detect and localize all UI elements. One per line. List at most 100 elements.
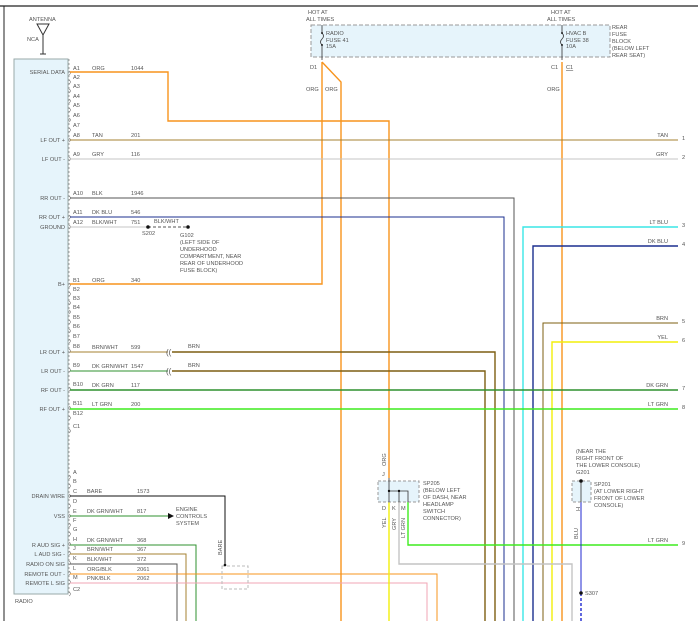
connector-pin-label: M: [73, 575, 78, 581]
splice-s307-label: S307: [585, 591, 598, 597]
wire-color-label: ORG: [92, 66, 105, 72]
wire-remote-out: [70, 573, 438, 621]
radio-function-label: GROUND: [40, 225, 65, 231]
wire-color-label: DK GRN: [92, 383, 114, 389]
connector-pin-label: H: [73, 537, 77, 543]
wire-circuit-number: 368: [137, 538, 146, 544]
hvac-fuse-rating: 10A: [566, 44, 576, 50]
wire-color-label: BLK/WHT: [92, 220, 117, 226]
antenna-icon: [36, 23, 50, 55]
radio-function-label: RR OUT +: [39, 215, 65, 221]
pin-c1: C1: [551, 65, 558, 71]
connector-pin-label: B3: [73, 296, 80, 302]
output-wire-color-label: LT BLU: [650, 220, 668, 226]
output-connector-number: 9: [682, 541, 685, 547]
pin-terminal-icon: [68, 570, 71, 576]
radio-function-label: B+: [58, 282, 65, 288]
radio-function-label: L AUD SIG -: [34, 552, 65, 558]
connector-pin-label: G: [73, 527, 77, 533]
wire-circuit-number: 599: [131, 345, 140, 351]
splice-dot: [387, 489, 391, 493]
connector-pin-label: B6: [73, 324, 80, 330]
wire-color-label: BRN/WHT: [92, 345, 119, 351]
output-wire-color-label: LT GRN: [648, 402, 668, 408]
wire-circuit-number: 817: [137, 509, 146, 515]
wire-circuit-number: 340: [131, 278, 140, 284]
sp205-pin-d: D: [382, 506, 386, 512]
output-connector-number: 7: [682, 386, 685, 392]
fuse-block-location-2: FUSE: [612, 32, 627, 38]
wire-rr-out-minus: [70, 197, 515, 621]
connector-pin-label: A7: [73, 123, 80, 129]
pin-terminal-icon: [68, 415, 71, 421]
wire-circuit-number: 2062: [137, 576, 149, 582]
sp205-location: HEADLAMP: [423, 502, 454, 508]
pin-terminal-icon: [68, 386, 71, 392]
sp201-location: (AT LOWER RIGHT: [594, 489, 644, 495]
sp205-location: SWITCH: [423, 509, 445, 515]
radio-function-label: RADIO ON SIG: [26, 562, 65, 568]
wire-color-label: GRY: [92, 152, 104, 158]
rear-fuse-block: [310, 24, 611, 58]
wire-lr-out-plus: [172, 351, 496, 621]
wire-label-org-3: ORG: [547, 87, 560, 93]
ground-g201-icon: [579, 479, 583, 483]
hvac-fuse-name: HVAC B: [566, 31, 587, 37]
wire-color-label: ORG: [92, 278, 105, 284]
pin-terminal-icon: [68, 328, 71, 334]
connector-pin-label: B: [73, 479, 77, 485]
connector-pin-label: A5: [73, 103, 80, 109]
arrow-icon: [168, 513, 174, 519]
pin-terminal-icon: [68, 282, 71, 288]
radio-function-label: VSS: [54, 514, 65, 520]
radio-fuse-icon: [320, 25, 324, 60]
sp205-pin-j: J: [382, 472, 385, 478]
wire-color-label: DK BLU: [92, 210, 112, 216]
connector-pin-label: L: [73, 566, 76, 572]
radio-module: [13, 58, 69, 595]
wire-remote-l-sig: [70, 582, 428, 621]
output-connector-number: 2: [682, 155, 685, 161]
output-wire-color-label: DK GRN: [646, 383, 668, 389]
output-connector-number: 3: [682, 223, 685, 229]
connector-pin-label: A9: [73, 152, 80, 158]
sp205-label: SP205: [423, 481, 440, 487]
sp205-pin-k: K: [392, 506, 396, 512]
hvac-fuse-number: FUSE 38: [566, 38, 589, 44]
wire-radio-fuse-feed: [321, 61, 342, 621]
drain-splice: [223, 563, 227, 567]
output-wire-color-label: DK BLU: [648, 239, 668, 245]
connector-pin-label: A4: [73, 94, 80, 100]
wire-label-org-2: ORG: [325, 87, 338, 93]
nca-label: NCA: [27, 37, 39, 43]
g102-location: (LEFT SIDE OF: [180, 240, 220, 246]
sp205-location: OF DASH, NEAR: [423, 495, 467, 501]
pin-c1-alt: C1: [566, 65, 573, 71]
connector-pin-label: A11: [73, 210, 83, 216]
g201-label: G201: [576, 470, 590, 476]
pin-terminal-icon: [68, 474, 71, 480]
wire-sp205-gry: [398, 502, 573, 621]
connector-pin-label: B10: [73, 382, 83, 388]
connector-pin-label: J: [73, 546, 76, 552]
g201-note: THE LOWER CONSOLE): [576, 463, 640, 469]
hvac-fuse-icon: [560, 25, 564, 60]
connector-pin-label: A3: [73, 84, 80, 90]
radio-function-label: LR OUT +: [40, 350, 65, 356]
pin-terminal-icon: [68, 541, 71, 547]
pin-terminal-icon: [68, 79, 71, 85]
wire-circuit-number: 1547: [131, 364, 143, 370]
engine-controls-label: CONTROLS: [176, 514, 207, 520]
engine-controls-label: ENGINE: [176, 507, 198, 513]
connector-pin-label: A10: [73, 191, 83, 197]
pin-terminal-icon: [68, 107, 71, 113]
connector-pin-label: F: [73, 518, 77, 524]
pin-terminal-icon: [68, 309, 71, 315]
shielded-connector: [221, 565, 249, 590]
connector-pin-label: B7: [73, 334, 80, 340]
wire-label-blk-wht: BLK/WHT: [154, 219, 179, 225]
connector-pin-label: A8: [73, 133, 80, 139]
wire-label-org: ORG: [382, 453, 388, 466]
pin-terminal-icon: [68, 319, 71, 325]
